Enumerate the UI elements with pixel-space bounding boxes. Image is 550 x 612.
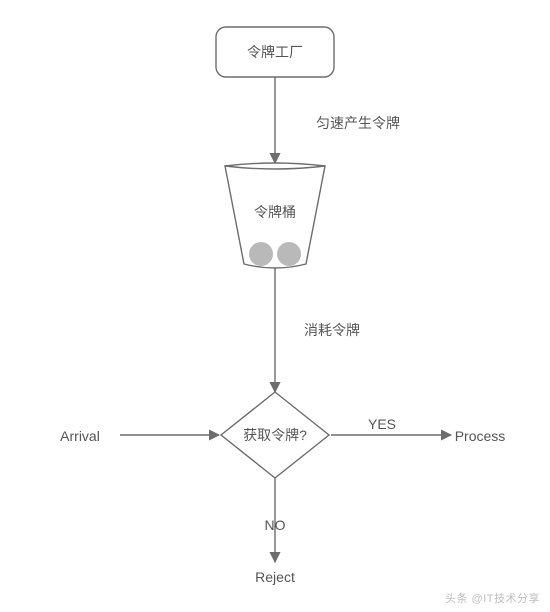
node-label-reject: Reject [255, 569, 295, 585]
edge-out-label: YES [368, 416, 396, 432]
flowchart-canvas: 匀速产生令牌消耗令牌 YES NO 令牌工厂令牌桶获取令牌? Arrival Proces… [0, 0, 550, 612]
bucket-rim [225, 163, 325, 166]
token-icon [249, 242, 273, 266]
node-label-process: Process [455, 428, 506, 444]
node-label-decision: 获取令牌? [243, 427, 307, 443]
node-label-bucket: 令牌桶 [254, 204, 296, 220]
edge-label: 消耗令牌 [304, 322, 360, 338]
edge-out-label: NO [265, 517, 286, 533]
node-label-arrival: Arrival [60, 428, 100, 444]
watermark-text: 头条 @IT技术分享 [445, 590, 540, 606]
edge-label: 匀速产生令牌 [316, 115, 400, 131]
node-label-factory: 令牌工厂 [247, 44, 303, 60]
token-icon [277, 242, 301, 266]
